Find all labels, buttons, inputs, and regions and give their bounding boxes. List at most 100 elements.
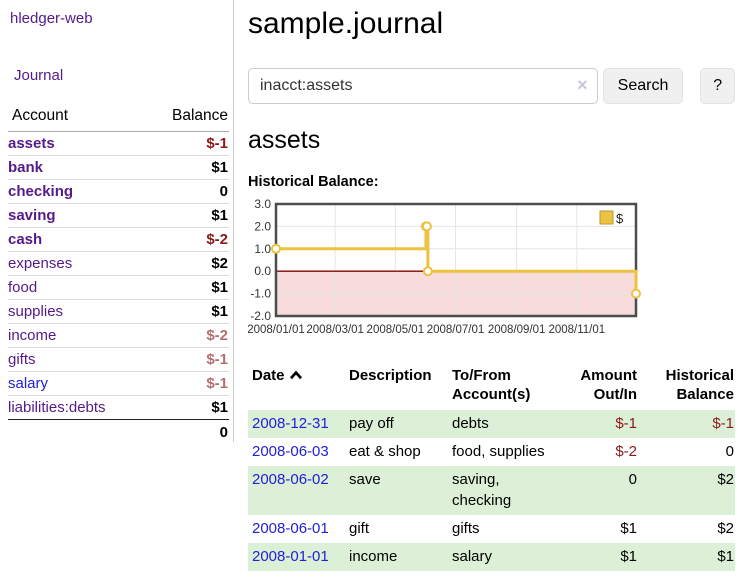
search-button[interactable]: Search — [602, 68, 684, 104]
register-balance-cell: $1 — [717, 548, 734, 565]
account-link[interactable]: saving — [8, 207, 56, 224]
register-table: Date Description To/From Account(s) Amou… — [248, 362, 735, 572]
account-balance: 0 — [143, 179, 229, 204]
register-row: 2008-06-01 gift gifts $1 $2 — [248, 515, 735, 543]
legend-swatch — [599, 210, 614, 225]
account-name-cell: checking — [8, 179, 144, 204]
accounts-table: Account Balance assets $-1 bank $1 checking 0… — [8, 103, 229, 444]
svg-text:2.0: 2.0 — [254, 219, 271, 233]
account-balance: $-1 — [143, 371, 229, 396]
account-row: assets $-1 — [8, 132, 229, 156]
transaction-date-link[interactable]: 2008-06-03 — [252, 443, 329, 460]
account-link[interactable]: gifts — [8, 351, 36, 368]
main-content: sample.journal × Search ? assets Histori… — [247, 0, 735, 572]
svg-text:2008/11/01: 2008/11/01 — [548, 324, 605, 336]
svg-text:2008/07/01: 2008/07/01 — [427, 324, 485, 336]
account-link[interactable]: liabilities:debts — [8, 399, 106, 416]
register-row: 2008-12-31 pay off debts $-1 $-1 — [248, 409, 735, 438]
register-date-cell: 2008-01-01 — [248, 543, 345, 571]
account-balance: $1 — [143, 275, 229, 300]
register-header-accounts: To/From Account(s) — [452, 366, 531, 404]
svg-text:0.0: 0.0 — [254, 264, 271, 278]
account-row: cash $-2 — [8, 227, 229, 252]
clear-search-icon[interactable]: × — [577, 75, 588, 95]
account-link[interactable]: supplies — [8, 303, 64, 320]
account-row: supplies $1 — [8, 299, 229, 324]
account-row: bank $1 — [8, 155, 229, 180]
legend-label: $ — [616, 211, 624, 226]
account-row: checking 0 — [8, 179, 229, 204]
register-balance-cell: $-1 — [712, 414, 734, 432]
transaction-date-link[interactable]: 2008-12-31 — [252, 414, 329, 432]
account-balance: $-1 — [143, 347, 229, 372]
transaction-date-link[interactable]: 2008-01-01 — [252, 548, 329, 565]
account-link[interactable]: income — [8, 327, 57, 344]
search-box: × — [248, 68, 598, 104]
svg-text:2008/05/01: 2008/05/01 — [367, 324, 425, 336]
account-link[interactable]: assets — [8, 135, 55, 152]
account-row: expenses $2 — [8, 251, 229, 276]
page-title: sample.journal — [248, 7, 444, 40]
search-input[interactable] — [248, 68, 598, 104]
register-row: 2008-06-03 eat & shop food, supplies $-2 0 — [248, 438, 735, 466]
register-date-cell: 2008-12-31 — [248, 410, 345, 438]
svg-text:2008/09/01: 2008/09/01 — [488, 324, 546, 336]
accounts-total-value: 0 — [8, 419, 229, 444]
register-amount-cell: $1 — [620, 519, 637, 537]
account-name-cell: liabilities:debts — [8, 395, 144, 420]
register-balance-cell: 0 — [725, 443, 734, 460]
accounts-header-balance: Balance — [143, 103, 229, 132]
accounts-header-row: Account Balance — [8, 103, 229, 132]
chart-title: Historical Balance: — [248, 173, 379, 190]
account-link[interactable]: expenses — [8, 255, 73, 272]
svg-text:2008/03/01: 2008/03/01 — [306, 324, 364, 336]
register-amount-cell: $-2 — [615, 443, 637, 460]
svg-text:3.0: 3.0 — [254, 198, 271, 211]
register-accounts-cell: debts — [452, 414, 489, 432]
svg-text:2008/01/01: 2008/01/01 — [248, 324, 305, 336]
help-button[interactable]: ? — [700, 68, 735, 104]
register-date-cell: 2008-06-02 — [248, 466, 345, 515]
account-name-cell: supplies — [8, 299, 144, 324]
account-row: salary $-1 — [8, 371, 229, 396]
account-balance: $-2 — [143, 323, 229, 348]
account-row: saving $1 — [8, 203, 229, 228]
account-name-cell: bank — [8, 155, 144, 180]
register-header-description: Description — [349, 366, 432, 384]
register-date-cell: 2008-06-01 — [248, 515, 345, 543]
register-accounts-cell: gifts — [452, 519, 480, 537]
transaction-date-link[interactable]: 2008-06-02 — [252, 471, 329, 489]
account-balance: $1 — [143, 299, 229, 324]
account-row: income $-2 — [8, 323, 229, 348]
transaction-date-link[interactable]: 2008-06-01 — [252, 519, 329, 537]
register-row: 2008-06-02 save saving, checking 0 $2 — [248, 466, 735, 515]
search-bar: × Search ? — [248, 68, 735, 104]
register-amount-cell: $1 — [620, 548, 637, 565]
account-name-cell: saving — [8, 203, 144, 228]
sidebar-divider — [233, 0, 234, 442]
account-balance: $1 — [143, 395, 229, 420]
register-description-cell: income — [349, 548, 398, 565]
account-name-cell: expenses — [8, 251, 144, 276]
register-header-row: Date Description To/From Account(s) Amou… — [248, 362, 735, 410]
account-link[interactable]: food — [8, 279, 38, 296]
account-balance: $-1 — [206, 135, 228, 152]
account-link[interactable]: cash — [8, 231, 43, 248]
account-link[interactable]: bank — [8, 159, 44, 176]
register-accounts-cell: food, supplies — [452, 443, 545, 460]
account-row: gifts $-1 — [8, 347, 229, 372]
svg-text:-1.0: -1.0 — [250, 286, 271, 300]
sidebar: hledger-web Journal Account Balance asse… — [8, 0, 229, 444]
account-link[interactable]: salary — [8, 375, 49, 392]
account-balance: $1 — [143, 203, 229, 228]
register-accounts-cell: saving, checking — [452, 471, 512, 509]
register-header-date-label: Date — [252, 366, 285, 384]
register-amount-cell: $-1 — [615, 414, 637, 432]
nav-journal-link[interactable]: Journal — [14, 67, 64, 84]
register-balance-cell: $2 — [717, 471, 734, 489]
register-header-amount: Amount Out/In — [580, 366, 637, 404]
account-link[interactable]: checking — [8, 183, 74, 200]
register-description-cell: pay off — [349, 414, 394, 432]
register-header-date[interactable]: Date — [248, 362, 345, 410]
brand-link[interactable]: hledger-web — [10, 10, 93, 27]
